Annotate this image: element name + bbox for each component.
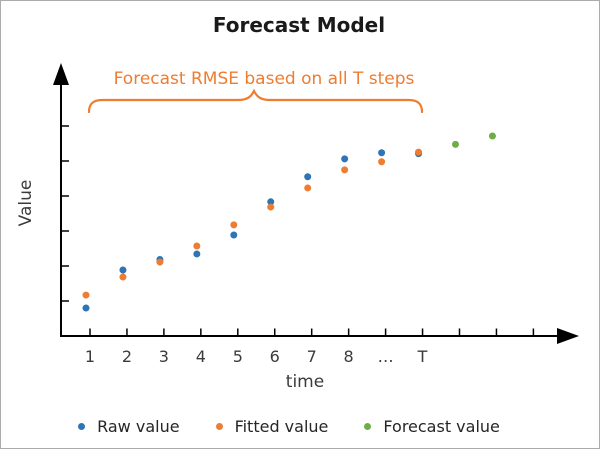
legend-item-forecast: Forecast value: [364, 417, 500, 436]
fitted-value-dot-icon: [215, 422, 223, 430]
raw-value-point: [378, 149, 386, 157]
x-tick-label: …: [378, 347, 394, 366]
legend-item-raw: Raw value: [78, 416, 180, 436]
x-tick-label: 4: [196, 347, 206, 366]
x-tick-label: 1: [85, 347, 95, 366]
raw-value-point: [193, 250, 201, 258]
rmse-brace-icon: [87, 88, 424, 114]
y-axis-title: Value: [16, 180, 36, 227]
fitted-value-point: [415, 148, 423, 156]
data-points: [82, 132, 496, 312]
fitted-value-point: [267, 203, 275, 211]
x-axis-arrow-icon: [557, 328, 579, 344]
x-tick-label: 5: [233, 347, 243, 366]
x-tick-label: T: [417, 347, 428, 366]
fitted-value-point: [304, 184, 312, 192]
fitted-value-point: [82, 291, 90, 299]
legend-label-raw: Raw value: [97, 416, 180, 436]
fitted-value-point: [230, 221, 238, 229]
legend-label-forecast: Forecast value: [383, 416, 500, 436]
raw-value-point: [119, 266, 127, 274]
raw-value-point: [82, 304, 90, 312]
x-tick-label: 3: [159, 347, 169, 366]
raw-value-dot-icon: [78, 422, 86, 430]
raw-value-point: [341, 155, 349, 163]
legend: Raw value Fitted value Forecast value: [1, 414, 577, 438]
forecast-value-point: [452, 140, 459, 148]
x-tick-label: 6: [270, 347, 280, 366]
raw-value-point: [230, 231, 238, 239]
forecast-value-point: [488, 132, 496, 140]
x-tick-label: 2: [122, 347, 132, 366]
legend-label-fitted: Fitted value: [234, 416, 329, 436]
x-tick-labels: 1 2 3 4 5 6 7 8 … T: [85, 347, 428, 366]
fitted-value-point: [341, 166, 349, 174]
raw-value-point: [267, 198, 275, 206]
fitted-value-point: [119, 273, 127, 281]
legend-item-fitted: Fitted value: [215, 416, 329, 436]
fitted-value-point: [193, 242, 201, 250]
chart-title: Forecast Model: [212, 13, 386, 37]
raw-value-point: [304, 173, 312, 181]
fitted-value-point: [378, 158, 386, 166]
forecast-value-dot-icon: [364, 422, 372, 430]
x-tick-label: 7: [307, 347, 317, 366]
axis-ticks: [61, 125, 535, 336]
rmse-annotation: Forecast RMSE based on all T steps: [113, 69, 415, 89]
y-axis-arrow-icon: [53, 63, 69, 85]
axes: [53, 63, 579, 344]
fitted-value-point: [156, 258, 164, 266]
x-axis-title: time: [286, 372, 324, 392]
x-tick-label: 8: [344, 347, 354, 366]
